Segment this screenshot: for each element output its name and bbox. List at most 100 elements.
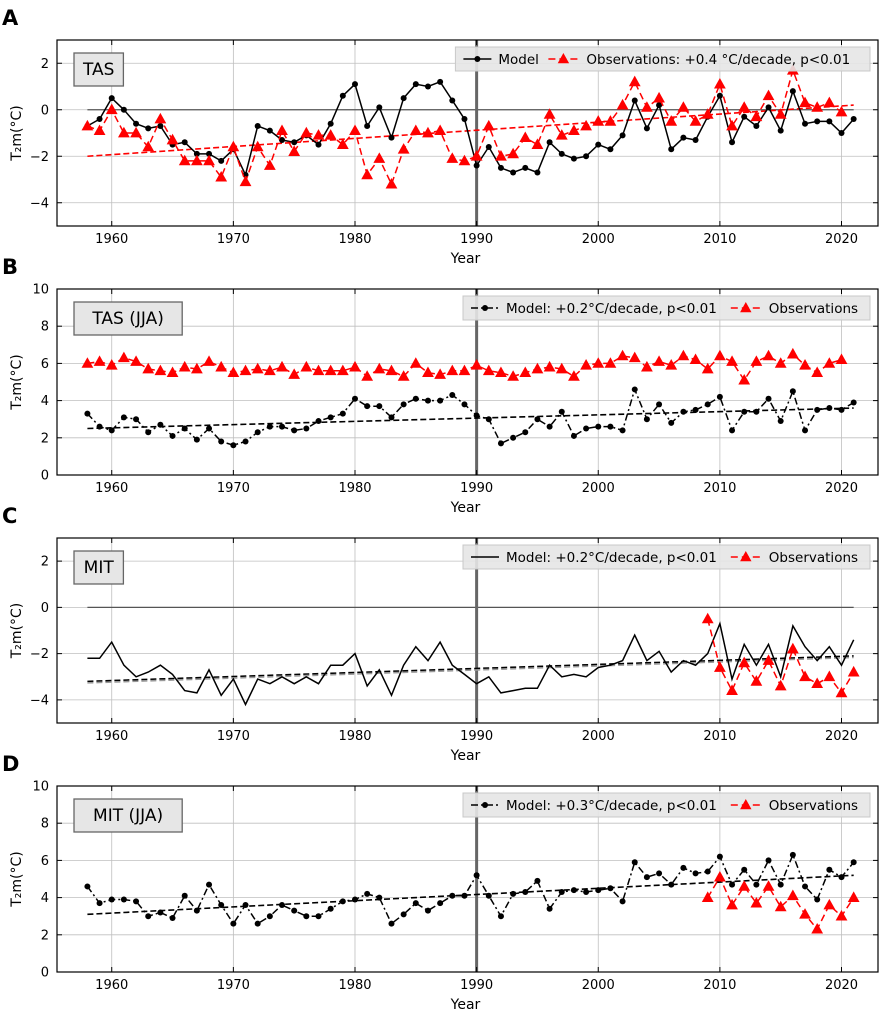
x-axis-label: Year (450, 251, 481, 267)
x-tick-label: 2020 (825, 232, 858, 247)
data-point (580, 359, 592, 370)
data-point (242, 438, 249, 445)
data-point (510, 434, 517, 441)
data-point (397, 143, 410, 154)
data-point (315, 418, 322, 425)
data-point (665, 359, 678, 370)
y-axis-label: T₂m(°C) (9, 851, 25, 908)
data-point (850, 116, 857, 123)
data-point (120, 414, 127, 421)
data-point (385, 177, 398, 189)
data-point (814, 896, 821, 903)
legend-model-label: Model: +0.2°C/decade, p<0.01 (506, 550, 717, 566)
data-point (534, 169, 541, 176)
data-point (592, 357, 605, 368)
data-point (400, 95, 407, 102)
data-point (215, 360, 228, 372)
panel-tag: TAS (JJA) (73, 301, 183, 336)
data-point (96, 116, 103, 123)
data-point (835, 353, 848, 365)
data-point (701, 108, 714, 119)
data-point (312, 129, 325, 140)
data-point (814, 118, 821, 125)
data-point (653, 91, 665, 103)
data-point (409, 357, 422, 368)
y-tick-label: 8 (41, 320, 49, 335)
data-point (276, 124, 288, 136)
series-line (86, 852, 855, 925)
data-point (279, 902, 286, 909)
data-point (364, 123, 371, 130)
data-point (351, 395, 358, 402)
data-point (802, 120, 809, 127)
data-point (826, 866, 833, 873)
data-point (422, 366, 434, 378)
data-point (434, 368, 447, 379)
tag-label: MIT (JJA) (93, 806, 163, 826)
data-point (291, 427, 298, 434)
y-axis: 0 2 4 6 8 10 (32, 780, 878, 981)
panel-d: D 1960 1970 1980 1990 2000 2010 2020 0 2 4 6 8 10 Year… (2, 752, 879, 1013)
data-point (376, 894, 383, 901)
x-tick-label: 1960 (95, 729, 128, 744)
panel-c: C 1960 1970 1980 1990 2000 2010 2020 −4 −2 0 2 Year T… (2, 504, 879, 764)
data-point (519, 366, 532, 378)
data-point (799, 359, 811, 370)
panel-letter: A (2, 6, 19, 30)
data-point (689, 115, 702, 126)
data-point (495, 366, 507, 378)
legend-model-label: Model: +0.2°C/decade, p<0.01 (506, 301, 717, 317)
data-point (543, 360, 556, 372)
data-point (364, 890, 371, 897)
data-point (449, 392, 456, 399)
data-point (726, 684, 738, 695)
y-tick-label: 0 (41, 966, 49, 981)
x-tick-label: 1960 (95, 978, 128, 993)
panel-letter: D (2, 752, 19, 776)
data-point (461, 401, 468, 408)
series-model (84, 386, 857, 449)
data-point (753, 123, 760, 130)
data-point (230, 920, 237, 927)
data-point (835, 105, 848, 117)
data-point (154, 112, 167, 124)
y-tick-label: 2 (41, 928, 49, 943)
data-point (628, 351, 641, 363)
data-point (339, 92, 346, 99)
tag-label: MIT (84, 558, 115, 578)
data-point (534, 416, 541, 423)
data-point (339, 898, 346, 905)
series-model (84, 78, 857, 178)
data-point (263, 159, 276, 170)
x-tick-label: 2000 (582, 481, 615, 496)
data-point (753, 408, 760, 415)
x-tick-label: 2010 (703, 978, 736, 993)
data-point (206, 425, 213, 432)
data-point (619, 427, 626, 434)
data-point (412, 395, 419, 402)
data-point (765, 104, 772, 111)
data-point (510, 890, 517, 897)
data-point (753, 881, 760, 888)
data-point (850, 399, 857, 406)
x-tick-label: 1960 (95, 232, 128, 247)
data-point (668, 881, 675, 888)
data-point (230, 442, 237, 449)
data-point (376, 403, 383, 410)
data-point (643, 125, 650, 132)
data-point (288, 368, 301, 379)
data-point (628, 75, 641, 87)
x-tick-label: 2000 (582, 978, 615, 993)
x-tick-label: 1990 (460, 978, 493, 993)
legend-obs-marker (740, 551, 752, 562)
data-point (713, 661, 726, 672)
data-point (823, 898, 836, 910)
legend: Model Observations: +0.4 °C/decade, p<0.0… (454, 46, 871, 72)
data-point (251, 140, 264, 152)
data-point (826, 118, 833, 125)
x-tick-label: 1980 (338, 481, 371, 496)
legend-obs-label: Observations (769, 798, 858, 814)
data-point (641, 360, 653, 372)
data-point (692, 136, 699, 143)
data-point (193, 907, 200, 914)
